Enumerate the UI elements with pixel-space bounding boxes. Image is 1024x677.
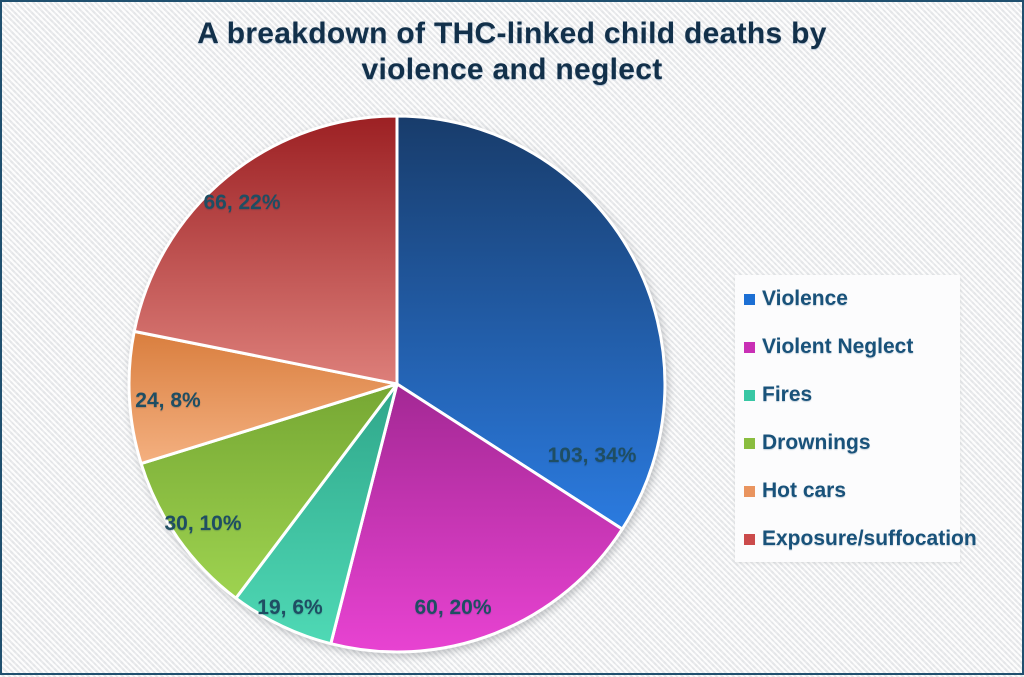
legend-item-drownings: Drownings <box>735 419 960 467</box>
slice-label-drownings: 30, 10% <box>164 512 242 535</box>
slice-label-violent-neglect: 60, 20% <box>414 596 492 619</box>
legend-label: Drownings <box>762 431 871 454</box>
legend-label: Violent Neglect <box>762 335 914 358</box>
legend-item-exposure-suffocation: Exposure/suffocation <box>735 515 977 563</box>
legend-swatch-fires <box>744 389 755 401</box>
legend-swatch-exposure-suffocation <box>744 533 755 545</box>
pie-slice-hot-cars <box>127 329 399 466</box>
legend-label: Hot cars <box>762 479 847 502</box>
legend-item-fires: Fires <box>735 371 960 419</box>
pie-slice-drownings <box>139 382 399 600</box>
slice-label-violence: 103, 34% <box>547 444 637 467</box>
chart-title: A breakdown of THC-linked child deaths b… <box>197 17 827 86</box>
pie-slice-violent-neglect <box>329 382 624 654</box>
slice-label-hot-cars: 24, 8% <box>135 389 201 412</box>
legend-swatch-violence <box>744 293 755 305</box>
legend-item-violence: Violence <box>735 275 960 323</box>
legend-swatch-hot-cars <box>744 485 755 497</box>
legend-swatch-drownings <box>744 437 755 449</box>
pie-slice-exposure-suffocation <box>132 114 399 386</box>
slice-label-fires: 19, 6% <box>257 596 323 619</box>
legend-item-hot-cars: Hot cars <box>735 467 960 515</box>
legend-label: Exposure/suffocation <box>762 527 977 550</box>
legend-swatch-violent-neglect <box>744 341 755 353</box>
legend: Violence Violent Neglect Fires Drownings… <box>735 275 977 563</box>
slice-label-exposure-suffocation: 66, 22% <box>203 191 281 214</box>
legend-label: Violence <box>762 287 848 310</box>
legend-label: Fires <box>762 383 813 406</box>
legend-item-violent-neglect: Violent Neglect <box>735 323 960 371</box>
